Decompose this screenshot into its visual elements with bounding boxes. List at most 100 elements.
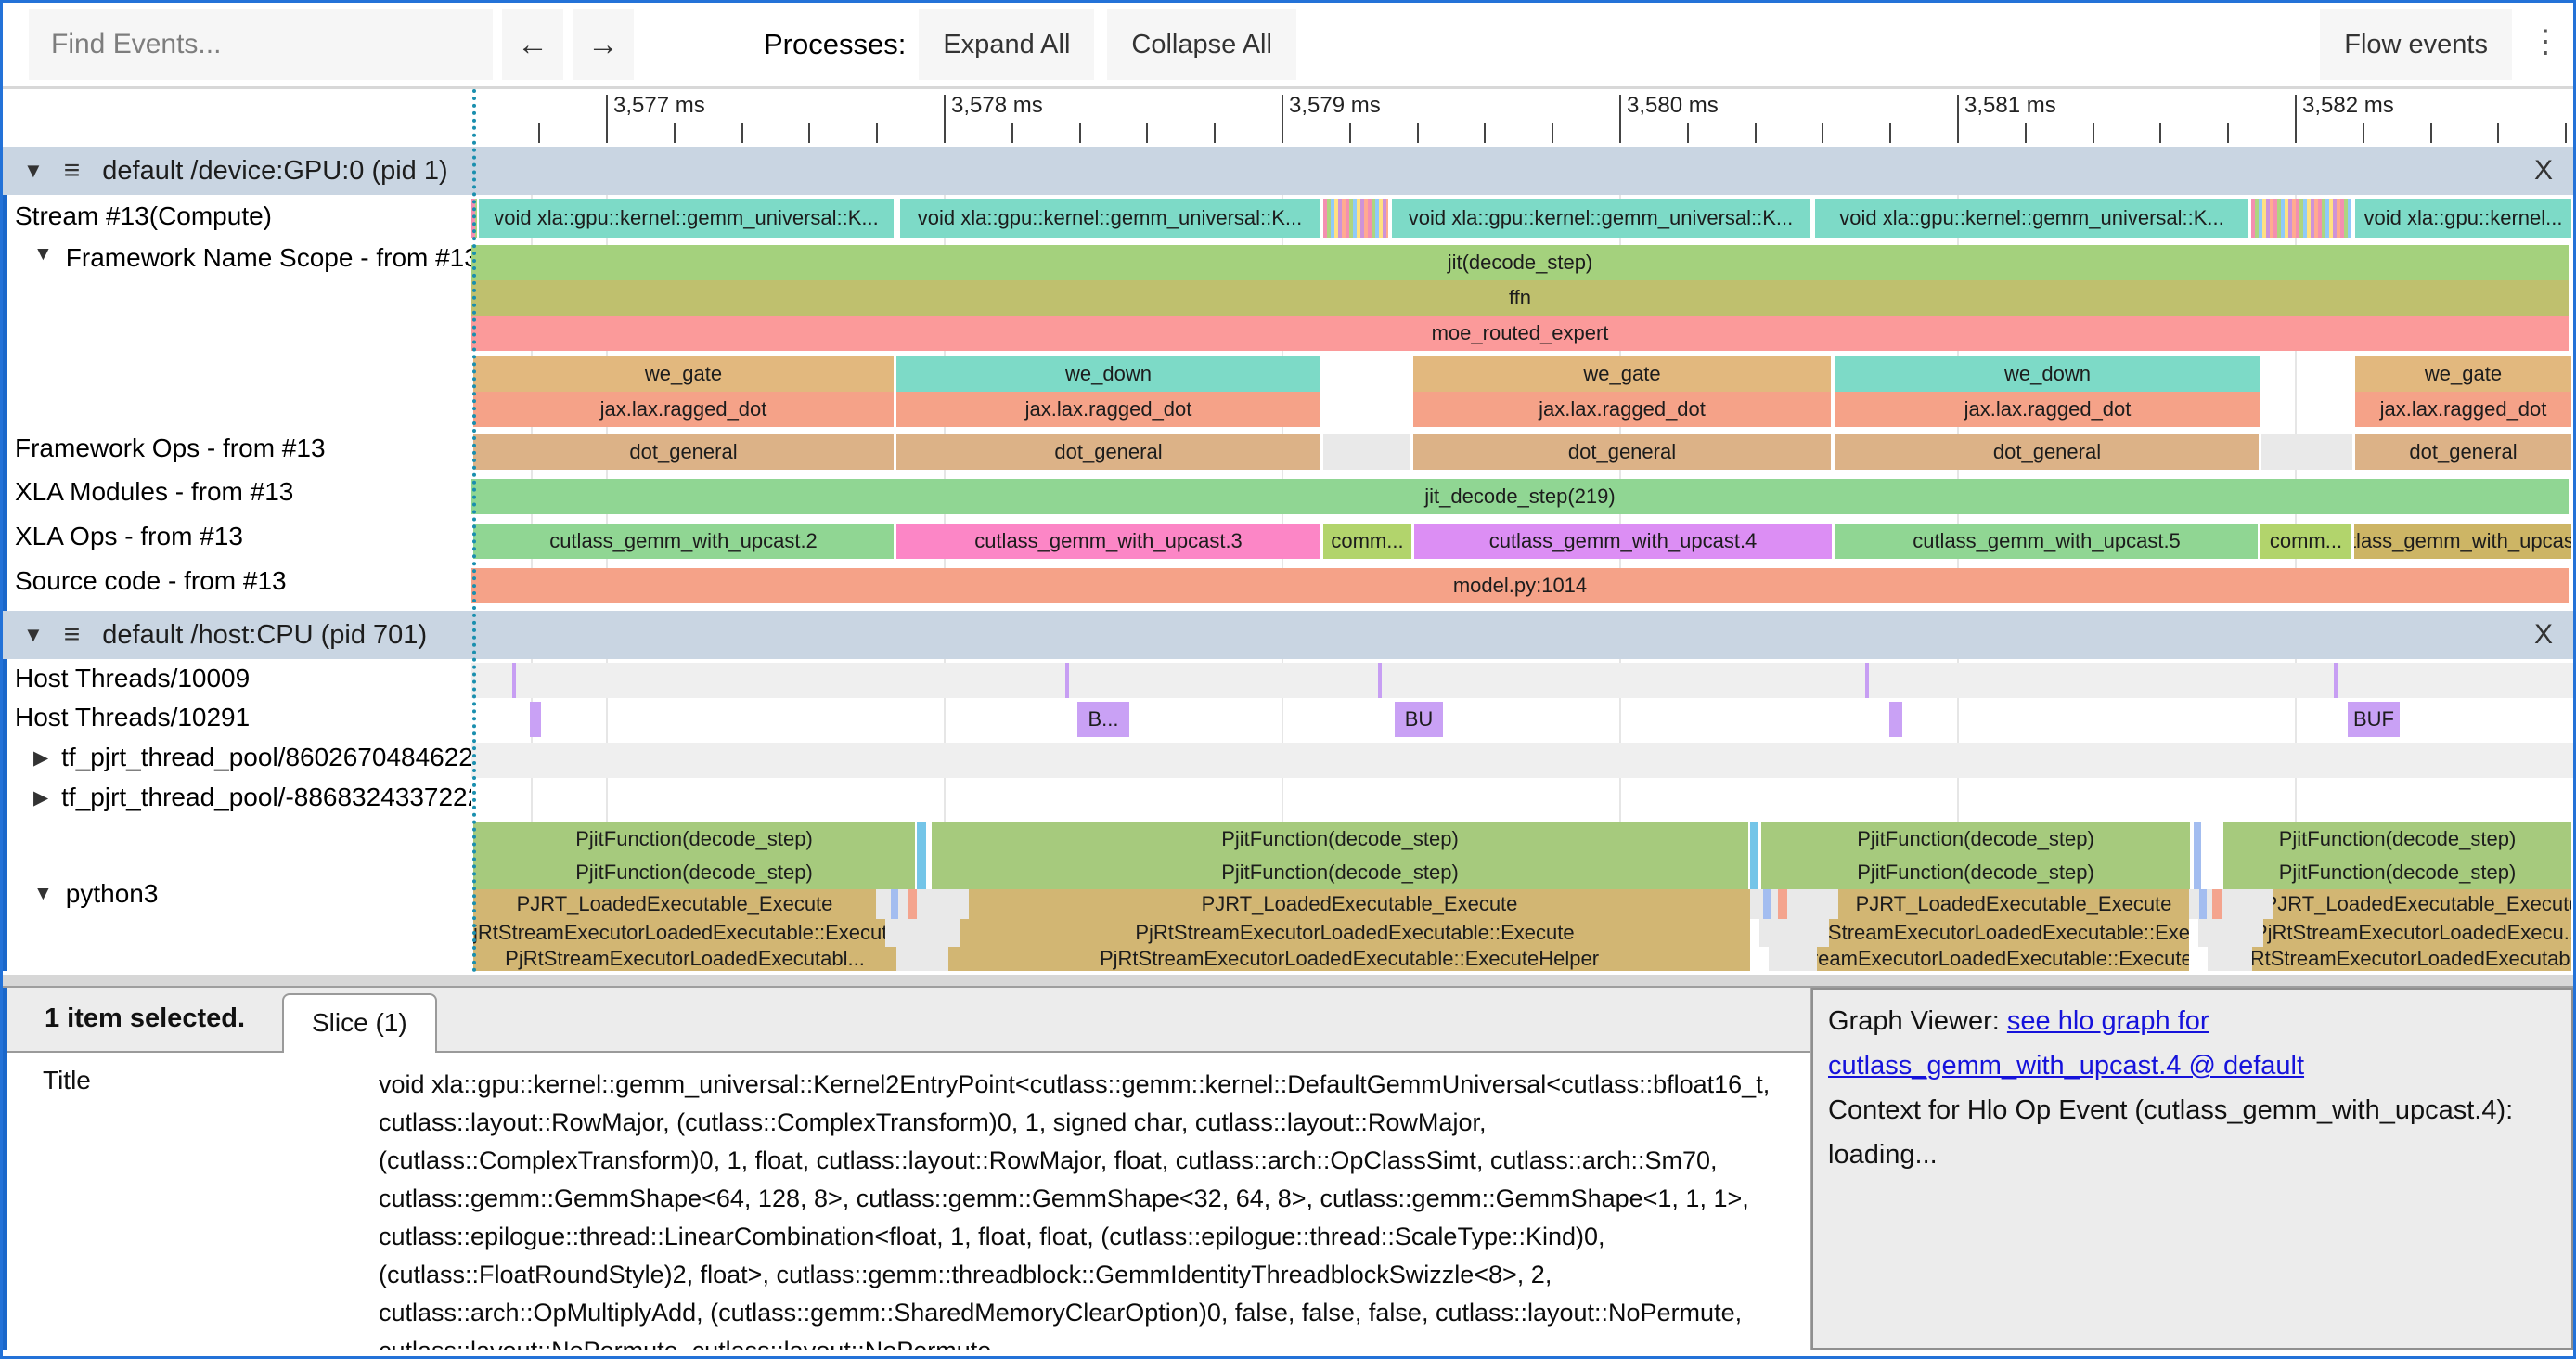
trace-event[interactable]: PjRtStreamExecutorLoadedExecutable::Exec…: [473, 919, 885, 947]
trace-event[interactable]: PJRT_LoadedExecutable_Execute: [969, 889, 1750, 919]
trace-event[interactable]: [917, 856, 926, 889]
trace-event[interactable]: [2194, 856, 2201, 889]
timeline-ruler[interactable]: 3,577 ms 3,578 ms 3,579 ms 3,580 ms 3,581 ms…: [3, 86, 2573, 147]
trace-event[interactable]: [908, 889, 917, 919]
trace-event[interactable]: [885, 919, 960, 947]
trace-event[interactable]: [1865, 663, 1869, 698]
trace-event[interactable]: dot_general: [1413, 434, 1831, 470]
expander-icon[interactable]: ▼: [33, 883, 53, 904]
trace-event[interactable]: [1065, 663, 1069, 698]
trace-event[interactable]: [2199, 889, 2207, 919]
trace-event[interactable]: PjitFunction(decode_step): [473, 856, 915, 889]
trace-event[interactable]: PjitFunction(decode_step): [932, 856, 1748, 889]
track-label-python3[interactable]: ▼ python3: [33, 879, 159, 908]
drag-handle-icon[interactable]: ≡: [63, 619, 81, 650]
trace-event[interactable]: we_gate: [2355, 356, 2571, 392]
trace-event[interactable]: dot_general: [1835, 434, 2259, 470]
trace-event[interactable]: void xla::gpu::kernel...: [2355, 199, 2571, 238]
tab-slice[interactable]: Slice (1): [282, 993, 437, 1053]
trace-event[interactable]: [1378, 663, 1382, 698]
trace-event[interactable]: PjRtStreamExecutorLoadedExecutable::Exec…: [948, 947, 1750, 971]
collapse-arrow-icon[interactable]: ▼: [23, 159, 44, 182]
trace-event[interactable]: [2251, 199, 2351, 238]
trace-event[interactable]: jax.lax.ragged_dot: [1835, 392, 2260, 427]
trace-event[interactable]: we_gate: [1413, 356, 1831, 392]
trace-event[interactable]: we_gate: [473, 356, 894, 392]
trace-event[interactable]: cutlass_gemm_with_upcast.3: [896, 524, 1320, 559]
trace-event[interactable]: [2334, 663, 2338, 698]
trace-event[interactable]: void xla::gpu::kernel::gemm_universal::K…: [1392, 199, 1810, 238]
trace-event[interactable]: void xla::gpu::kernel::gemm_universal::K…: [900, 199, 1320, 238]
trace-event[interactable]: [471, 199, 477, 238]
trace-event[interactable]: [1759, 919, 1829, 947]
trace-event[interactable]: dot_general: [473, 434, 894, 470]
trace-event[interactable]: model.py:1014: [471, 568, 2569, 603]
trace-event[interactable]: [2261, 434, 2352, 470]
trace-event[interactable]: jax.lax.ragged_dot: [2355, 392, 2571, 427]
trace-event[interactable]: PjitFunction(decode_step): [473, 822, 915, 856]
trace-event[interactable]: PjRtStreamExecutorLoadedExecutable::Exec…: [1817, 947, 2189, 971]
track-label-thread-pool-2[interactable]: ▶ tf_pjrt_thread_pool/-8868324337222: [33, 783, 471, 811]
search-input[interactable]: [29, 9, 493, 80]
trace-event[interactable]: [1763, 889, 1771, 919]
close-cpu-group-icon[interactable]: X: [2533, 619, 2553, 650]
trace-event[interactable]: jit(decode_step): [471, 245, 2569, 280]
trace-event[interactable]: BU: [1395, 702, 1443, 737]
expand-all-button[interactable]: Expand All: [919, 9, 1095, 80]
collapse-all-button[interactable]: Collapse All: [1107, 9, 1296, 80]
trace-event[interactable]: we_down: [896, 356, 1320, 392]
trace-event[interactable]: PjitFunction(decode_step): [932, 822, 1748, 856]
trace-event[interactable]: PjRtStreamExecutorLoadedExecutable::Exec…: [1829, 919, 2189, 947]
trace-event[interactable]: jit_decode_step(219): [471, 479, 2569, 514]
trace-event[interactable]: PjRtStreamExecutorLoadedExecutabl...: [473, 947, 896, 971]
trace-event[interactable]: [2208, 947, 2252, 971]
trace-event[interactable]: jax.lax.ragged_dot: [896, 392, 1320, 427]
trace-event[interactable]: PjitFunction(decode_step): [2223, 856, 2571, 889]
trace-event[interactable]: cutlass_gemm_with_upcast.2: [473, 524, 894, 559]
trace-event[interactable]: comm...: [2260, 524, 2351, 559]
trace-event[interactable]: dot_general: [2355, 434, 2571, 470]
trace-event[interactable]: comm...: [1323, 524, 1411, 559]
trace-event[interactable]: cutlass_gemm_with_upcast.5: [1835, 524, 2258, 559]
trace-event[interactable]: PjRtStreamExecutorLoadedExecutabl...: [2252, 947, 2571, 971]
trace-event[interactable]: moe_routed_expert: [471, 316, 2569, 351]
trace-event[interactable]: PjRtStreamExecutorLoadedExecu...: [2263, 919, 2571, 947]
trace-event[interactable]: [2194, 822, 2201, 856]
trace-event[interactable]: jax.lax.ragged_dot: [473, 392, 894, 427]
trace-event[interactable]: [1750, 822, 1758, 856]
trace-event[interactable]: cutlass_gemm_with_upcast.6: [2354, 524, 2571, 559]
trace-event[interactable]: [1750, 856, 1758, 889]
drag-handle-icon[interactable]: ≡: [63, 155, 81, 186]
trace-event[interactable]: PjitFunction(decode_step): [1761, 822, 2190, 856]
collapse-arrow-icon[interactable]: ▼: [23, 623, 44, 646]
flow-events-button[interactable]: Flow events: [2320, 9, 2512, 80]
trace-event[interactable]: jax.lax.ragged_dot: [1413, 392, 1831, 427]
trace-event[interactable]: BUF: [2348, 702, 2400, 737]
trace-event[interactable]: void xla::gpu::kernel::gemm_universal::K…: [479, 199, 894, 238]
trace-event[interactable]: PjRtStreamExecutorLoadedExecutable::Exec…: [960, 919, 1750, 947]
trace-event[interactable]: [530, 702, 541, 737]
close-gpu-group-icon[interactable]: X: [2533, 155, 2553, 186]
trace-event[interactable]: [2212, 889, 2222, 919]
trace-event[interactable]: [1778, 889, 1787, 919]
trace-event[interactable]: we_down: [1835, 356, 2260, 392]
trace-event[interactable]: PjitFunction(decode_step): [1761, 856, 2190, 889]
trace-event[interactable]: [512, 663, 516, 698]
trace-event[interactable]: [891, 889, 898, 919]
trace-event[interactable]: PJRT_LoadedExecutable_Execute: [473, 889, 876, 919]
trace-event[interactable]: PjitFunction(decode_step): [2223, 822, 2571, 856]
cpu-header[interactable]: ▼ ≡ default /host:CPU (pid 701) X: [3, 611, 2573, 659]
panel-resize-handle[interactable]: [3, 975, 2573, 988]
trace-event[interactable]: [1889, 702, 1902, 737]
trace-event[interactable]: dot_general: [896, 434, 1320, 470]
trace-event[interactable]: ffn: [471, 280, 2569, 316]
gpu-header[interactable]: ▼ ≡ default /device:GPU:0 (pid 1) X: [3, 147, 2573, 195]
trace-event[interactable]: [2198, 919, 2263, 947]
trace-event[interactable]: [1769, 947, 1817, 971]
trace-event[interactable]: [896, 947, 948, 971]
expander-icon[interactable]: ▶: [33, 746, 49, 769]
trace-event[interactable]: [917, 822, 926, 856]
expander-icon[interactable]: ▶: [33, 786, 49, 809]
trace-event[interactable]: cutlass_gemm_with_upcast.4: [1414, 524, 1832, 559]
trace-event[interactable]: PJRT_LoadedExecutable_Execute: [2273, 889, 2571, 919]
